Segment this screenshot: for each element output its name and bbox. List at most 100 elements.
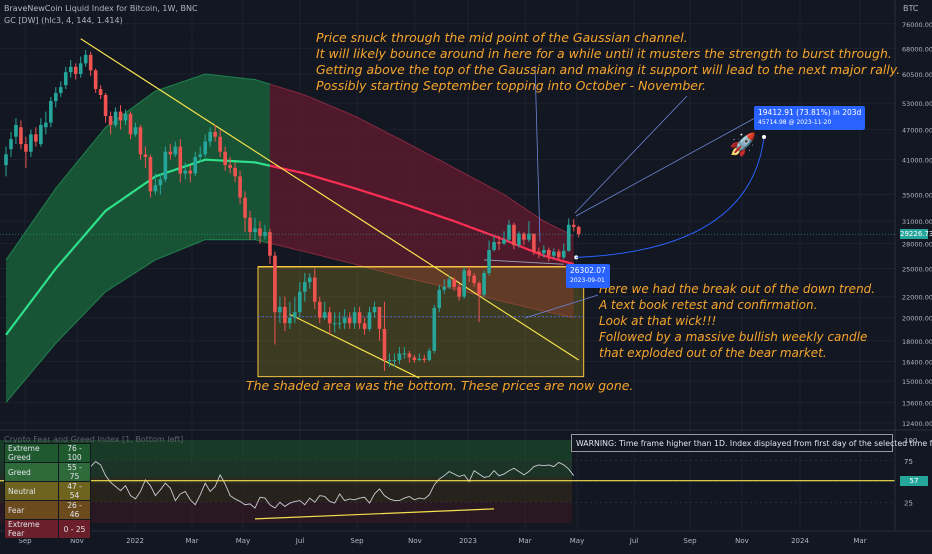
candle-body xyxy=(312,277,317,302)
candle-body xyxy=(248,217,252,233)
candle-body xyxy=(54,92,58,102)
annotation-line: Getting above the top of the Gaussian an… xyxy=(316,62,901,77)
candle-body xyxy=(412,357,417,361)
candle-body xyxy=(168,151,173,155)
price-tick-label: 31000.00 xyxy=(902,218,932,226)
gaussian-channel xyxy=(5,73,575,403)
price-tick-label: 76000.00 xyxy=(902,21,932,29)
candle-body xyxy=(492,242,496,250)
time-tick-label: Mar xyxy=(853,537,866,545)
candle-body xyxy=(576,226,581,235)
time-tick-label: 2023 xyxy=(459,537,477,545)
price-tick-label: 15000.00 xyxy=(902,378,932,386)
candle-body xyxy=(452,279,456,287)
candle-body xyxy=(427,350,432,361)
candle-body xyxy=(273,255,277,313)
candle-body xyxy=(497,242,501,244)
price-tick-label: 25000.00 xyxy=(902,266,932,274)
candle-body xyxy=(487,249,491,273)
candle-body xyxy=(233,167,237,177)
candle-body xyxy=(178,146,183,174)
annotation-line: A text book retest and confirmation. xyxy=(599,298,818,312)
legend-row: Neutral 47 - 54 xyxy=(3,481,91,501)
annotation-line: Price snuck through the mid point of the… xyxy=(316,30,688,45)
candle-body xyxy=(472,275,476,284)
candle-body xyxy=(442,286,447,290)
candle-body xyxy=(63,72,68,86)
candle-body xyxy=(537,251,541,254)
channel-upper-green xyxy=(5,73,271,261)
annotation-line: It will likely bounce around in here for… xyxy=(316,46,892,61)
legend-range: 47 - 54 xyxy=(58,481,91,501)
legend-label: Fear xyxy=(3,500,60,520)
time-tick-label: May xyxy=(570,537,584,545)
candle-body xyxy=(293,312,297,318)
fg-current-label: 57 xyxy=(900,476,928,486)
annotation-line: Possibly starting September topping into… xyxy=(316,78,706,93)
time-tick-label: Sep xyxy=(18,537,32,545)
target-line2: 45714.98 @ 2023-11-20 xyxy=(758,119,832,126)
candle-body xyxy=(258,228,262,236)
price-tick-label: 20000.00 xyxy=(902,315,932,323)
legend-label: Neutral xyxy=(3,481,60,501)
candles xyxy=(4,49,581,371)
candle-body xyxy=(128,113,133,135)
candle-body xyxy=(317,301,322,318)
candle-body xyxy=(288,317,292,324)
legend-range: 0 - 25 xyxy=(58,519,91,539)
time-tick-label: Jul xyxy=(295,537,305,545)
candle-body xyxy=(507,224,511,240)
channel-band-red xyxy=(269,84,574,318)
candle-body xyxy=(377,306,382,329)
candle-body xyxy=(556,251,561,258)
candle-body xyxy=(407,353,412,358)
candle-body xyxy=(332,323,337,325)
retest-line xyxy=(484,259,564,265)
candle-body xyxy=(482,272,486,295)
price-tick-label: 22000.00 xyxy=(902,294,932,302)
time-tick-label: Nov xyxy=(408,537,422,545)
time-tick-label: Mar xyxy=(185,537,198,545)
fear-greed-panel xyxy=(0,440,895,523)
price-tick-label: 28000.00 xyxy=(902,241,932,249)
legend-label: Extreme Fear xyxy=(3,519,60,539)
lower-wedge-line xyxy=(289,313,420,379)
candle-body xyxy=(148,156,153,192)
candle-body xyxy=(542,249,546,254)
rocket-icon: 🚀 xyxy=(729,133,757,158)
candle-body xyxy=(372,306,377,313)
candle-body xyxy=(88,54,93,71)
candle-body xyxy=(283,306,287,324)
candle-body xyxy=(123,113,128,121)
candle-body xyxy=(547,249,551,256)
annotation-bottom: The shaded area was the bottom. These pr… xyxy=(246,378,634,393)
annotation-line: that exploded out of the bear market. xyxy=(599,346,827,360)
candle-body xyxy=(268,232,272,256)
price-tick-label: 41000.00 xyxy=(902,157,932,165)
candle-body xyxy=(158,179,163,186)
candle-body xyxy=(29,134,33,152)
time-tick-label: Jul xyxy=(629,537,639,545)
candle-body xyxy=(387,360,392,362)
fg-band xyxy=(0,460,572,478)
overlay-marks xyxy=(0,65,895,319)
price-tick-label: 60500.00 xyxy=(902,71,932,79)
candle-body xyxy=(307,277,312,283)
candle-body xyxy=(303,282,307,292)
fg-band xyxy=(0,502,572,523)
candle-body xyxy=(4,154,8,166)
candle-body xyxy=(512,224,516,246)
annotation-line: Followed by a massive bullish weekly can… xyxy=(599,330,868,344)
candle-body xyxy=(362,323,367,329)
fg-tick-label: 25 xyxy=(904,499,913,507)
candle-body xyxy=(223,151,227,166)
candle-body xyxy=(143,154,148,157)
low-line1: 26302.07 xyxy=(570,266,606,275)
candle-body xyxy=(93,70,98,90)
candle-body xyxy=(218,136,222,152)
candle-body xyxy=(9,139,13,150)
candle-body xyxy=(322,312,327,318)
candle-body xyxy=(477,283,481,295)
warning-box: WARNING: Time frame higher than 1D. Inde… xyxy=(571,434,932,452)
